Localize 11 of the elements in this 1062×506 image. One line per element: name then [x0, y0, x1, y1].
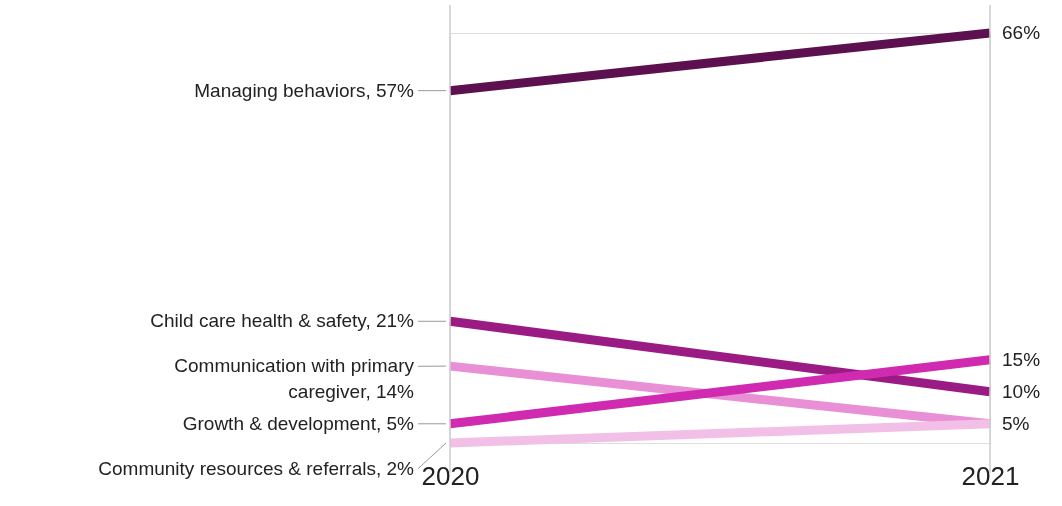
- x-tick-label: 2021: [961, 460, 1020, 491]
- data-label: 15%: [1002, 348, 1041, 370]
- data-label: Child care health & safety, 21%: [150, 310, 415, 332]
- data-label: Managing behaviors, 57%: [194, 79, 415, 101]
- data-label: Community resources & referrals, 2%: [98, 457, 415, 479]
- data-label: Growth & development, 5%: [182, 412, 415, 434]
- data-label: 66%: [1002, 22, 1041, 43]
- data-label: 10%: [1002, 380, 1041, 402]
- x-tick-label: 2020: [421, 460, 480, 491]
- data-label: Communication with primary caregiver, 14%: [174, 355, 415, 403]
- data-label: 5%: [1002, 412, 1030, 434]
